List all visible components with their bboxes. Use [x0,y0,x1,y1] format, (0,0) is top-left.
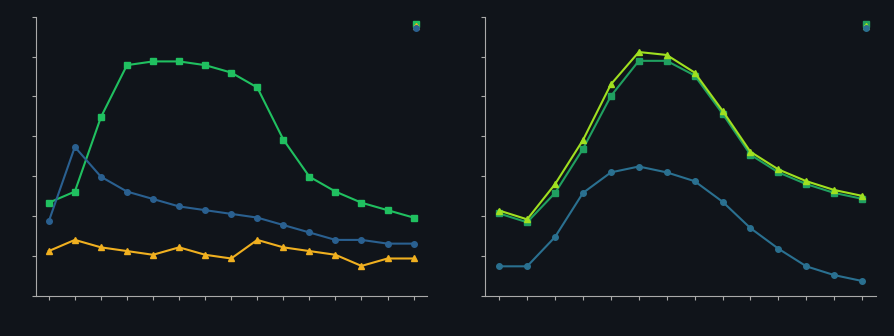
Legend: , , : , , [415,23,418,29]
Legend: , , : , , [864,23,867,29]
